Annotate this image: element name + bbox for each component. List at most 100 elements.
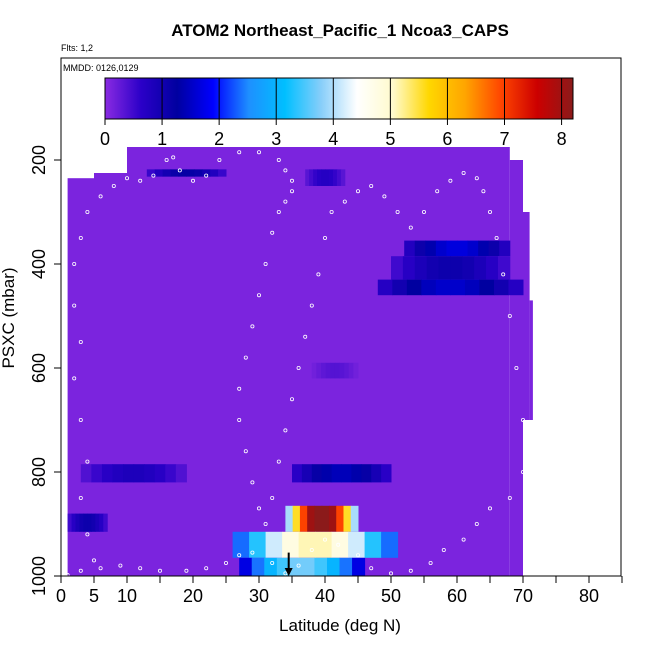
feature-cell (457, 240, 469, 257)
flight-track-point (283, 199, 288, 204)
flight-track-point (98, 194, 103, 199)
x-axis-label: Latitude (deg N) (279, 616, 401, 635)
feature-cell (381, 531, 399, 558)
flight-track-point (157, 568, 162, 573)
feature-cell (112, 464, 124, 483)
flight-track-point (256, 150, 261, 155)
feature-cell (186, 169, 195, 177)
flight-track-point (72, 376, 77, 381)
flight-track-point (322, 537, 327, 542)
mmdd-label: MMDD: 0126,0129 (63, 63, 139, 73)
flight-track-point (369, 183, 374, 188)
feature-cell (474, 256, 487, 280)
feature-cell (336, 505, 344, 532)
feature-cell (282, 531, 300, 558)
feature-cell (450, 256, 463, 280)
flight-track-point (521, 469, 526, 474)
feature-cell (339, 362, 345, 379)
feature-cell (438, 256, 451, 280)
feature-cell (154, 169, 164, 177)
feature-cell (325, 362, 331, 379)
feature-cell (178, 169, 187, 177)
x-tick-label: 60 (447, 586, 467, 606)
feature-cell (264, 557, 278, 576)
flight-track-point (250, 550, 255, 555)
feature-cell (83, 513, 88, 532)
flight-track-point (78, 495, 83, 500)
flight-track-point (369, 566, 374, 571)
feature-cell (328, 505, 337, 532)
feature-cell (321, 362, 327, 379)
flight-track-point (342, 199, 347, 204)
feature-cell (435, 279, 451, 296)
feature-cell (67, 513, 73, 532)
feature-cell (497, 256, 511, 280)
feature-cell (95, 513, 100, 532)
feature-cell (350, 505, 359, 532)
flight-track-point (72, 261, 77, 266)
feature-cell (80, 464, 92, 483)
feature-cell (402, 256, 416, 280)
feature-cell (371, 464, 382, 483)
flight-track-point (395, 209, 400, 214)
feature-cell (348, 362, 354, 379)
flight-track-point (237, 553, 242, 558)
flight-track-point (276, 157, 281, 162)
flight-track-point (487, 506, 492, 511)
x-tick-label: 5 (89, 586, 99, 606)
feature-cell (305, 169, 310, 186)
feature-cell (467, 240, 479, 257)
flight-track-point (237, 386, 242, 391)
flight-track-point (501, 272, 506, 277)
feature-cell (499, 240, 511, 257)
flight-track-point (276, 209, 281, 214)
flight-track-point (65, 572, 70, 576)
flight-track-point (237, 150, 242, 155)
feature-cell (331, 464, 342, 483)
flight-track-point (184, 568, 189, 573)
y-tick-label: 1000 (29, 556, 49, 596)
feature-cell (377, 279, 393, 296)
flight-track-point (204, 566, 209, 571)
arrow-head (284, 568, 293, 576)
feature-cell (392, 279, 408, 296)
flight-track-point (289, 178, 294, 183)
colorbar-tick-label: 2 (214, 129, 224, 149)
colorbar-tick-label: 7 (500, 129, 510, 149)
flight-track-point (494, 235, 499, 240)
feature-cell (314, 505, 323, 532)
feature-cell (446, 240, 458, 257)
flight-track-point (111, 183, 116, 188)
feature-cell (285, 505, 294, 532)
feature-cell (353, 362, 359, 379)
feature-cell (406, 279, 422, 296)
feature-cell (154, 464, 166, 483)
flight-track-point (329, 209, 334, 214)
feature-cell (364, 531, 382, 558)
colorbar (104, 77, 574, 120)
feature-cell (251, 557, 265, 576)
x-tick-label: 20 (183, 586, 203, 606)
feature-cell (391, 256, 404, 280)
flight-track-point (243, 355, 248, 360)
feature-cell (325, 169, 330, 186)
flight-track-point (263, 522, 268, 527)
flight-track-point (164, 157, 169, 162)
feature-cell (330, 362, 336, 379)
y-tick-label: 600 (29, 353, 49, 383)
flight-track-point (316, 272, 321, 277)
flight-track-point (408, 225, 413, 230)
flight-track-point (256, 506, 261, 511)
coverage-cell (160, 147, 424, 576)
flight-track-point (250, 324, 255, 329)
feature-cell (348, 531, 366, 558)
chart-title: ATOM2 Northeast_Pacific_1 Ncoa3_CAPS (171, 21, 509, 40)
heatmap-layer (67, 147, 533, 576)
flight-track-point (85, 459, 90, 464)
feature-cell (486, 256, 499, 280)
x-tick-label: 30 (249, 586, 269, 606)
feature-cell (218, 169, 227, 177)
colorbar-tick-label: 4 (328, 129, 338, 149)
feature-cell (103, 513, 108, 532)
feature-cell (75, 513, 80, 532)
